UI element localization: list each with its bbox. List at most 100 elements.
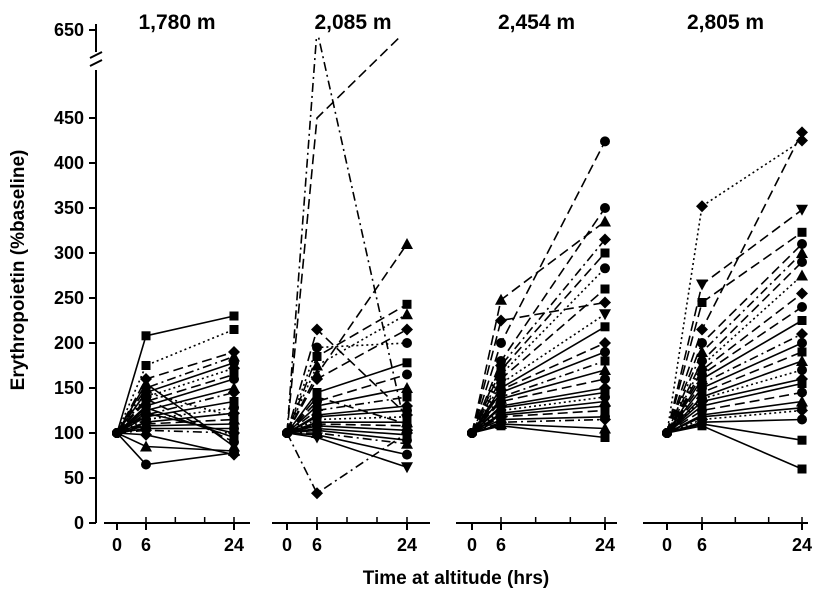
data-point xyxy=(600,322,610,332)
data-point xyxy=(797,414,807,425)
data-point xyxy=(697,298,707,307)
data-point xyxy=(797,239,807,249)
series-line-2 xyxy=(286,36,403,434)
data-point xyxy=(600,433,610,442)
y-tick-label-350: 350 xyxy=(54,198,84,218)
data-point xyxy=(229,397,239,406)
y-tick-label-150: 150 xyxy=(54,378,84,398)
data-point xyxy=(401,323,413,336)
data-point xyxy=(402,338,412,348)
data-point xyxy=(600,406,610,415)
series-line-9 xyxy=(471,313,606,434)
data-point xyxy=(796,247,808,258)
data-point xyxy=(229,374,239,384)
data-point xyxy=(402,299,412,309)
data-point xyxy=(600,284,610,294)
panel-title: 2,454 m xyxy=(498,11,575,34)
data-point xyxy=(600,374,610,384)
series-line-23 xyxy=(471,418,606,434)
x-tick-label: 24 xyxy=(595,535,615,555)
x-tick-label: 24 xyxy=(224,535,244,555)
x-tick-label: 0 xyxy=(467,535,477,555)
panel-title: 2,805 m xyxy=(687,11,764,34)
data-point xyxy=(496,338,506,348)
series-line-10 xyxy=(286,373,408,434)
x-tick-label: 6 xyxy=(496,535,506,555)
data-point xyxy=(402,358,412,368)
data-point xyxy=(599,422,611,434)
y-tick-label-300: 300 xyxy=(54,243,84,263)
data-point xyxy=(311,373,323,385)
data-point xyxy=(228,448,240,461)
data-point xyxy=(600,356,610,366)
series-line-23 xyxy=(666,418,803,434)
data-point xyxy=(140,440,152,452)
data-point xyxy=(797,347,807,357)
series-line-25 xyxy=(666,424,803,470)
data-point xyxy=(600,347,610,357)
data-point xyxy=(141,403,151,413)
data-point xyxy=(141,361,151,370)
series-line-24 xyxy=(116,391,235,434)
data-point xyxy=(599,337,611,349)
data-point xyxy=(311,432,323,444)
panel-4: 2,805 m 0 6 24 xyxy=(643,11,812,555)
data-point xyxy=(228,350,240,362)
data-point xyxy=(797,464,807,474)
series-line-24 xyxy=(286,432,408,495)
data-point xyxy=(600,248,610,258)
data-point xyxy=(696,323,708,336)
data-point xyxy=(797,302,807,312)
y-axis-title: Erythropoietin (%baseline) xyxy=(8,150,29,391)
x-tick-label: 6 xyxy=(312,535,322,555)
data-point xyxy=(697,338,707,348)
data-point xyxy=(141,331,151,341)
data-point xyxy=(229,311,239,321)
data-point xyxy=(311,323,323,336)
data-point xyxy=(600,263,610,274)
data-point xyxy=(140,377,152,389)
data-point xyxy=(696,346,708,357)
data-point xyxy=(402,369,412,380)
x-tick-label: 0 xyxy=(112,535,122,555)
data-point xyxy=(141,408,151,419)
series-line-8 xyxy=(471,301,606,434)
y-tick-label-650: 650 xyxy=(54,20,84,40)
data-point xyxy=(797,257,807,267)
data-point xyxy=(312,392,322,402)
data-point xyxy=(796,204,808,216)
data-point xyxy=(796,328,808,340)
data-point xyxy=(796,404,808,417)
y-ticks: 0 50 100 150 200 250 300 350 400 450 650 xyxy=(54,20,96,533)
data-point xyxy=(797,316,807,325)
data-point xyxy=(796,287,808,300)
series-line-19 xyxy=(666,391,803,434)
y-tick-label-0: 0 xyxy=(74,513,84,533)
data-point xyxy=(599,364,611,375)
y-tick-label-400: 400 xyxy=(54,153,84,173)
data-point xyxy=(401,437,413,449)
data-point xyxy=(662,428,672,438)
data-point xyxy=(401,308,413,320)
data-point xyxy=(401,427,413,439)
data-point xyxy=(600,203,610,213)
data-point xyxy=(696,279,708,291)
data-point xyxy=(312,342,322,353)
data-point xyxy=(697,421,707,431)
axes-group xyxy=(89,24,103,523)
data-point xyxy=(141,388,151,397)
data-point xyxy=(599,296,611,309)
data-point xyxy=(311,359,323,371)
panel-3: 2,454 m 0 6 24 xyxy=(456,11,617,555)
data-point xyxy=(311,487,323,500)
data-point xyxy=(496,421,506,431)
series-line-2 xyxy=(666,139,803,434)
x-tick-label: 6 xyxy=(141,535,151,555)
series-line-1 xyxy=(286,36,408,435)
data-point xyxy=(229,428,239,438)
series-line-2 xyxy=(116,328,235,434)
data-point xyxy=(402,392,412,402)
data-point xyxy=(140,428,152,441)
series-line-21 xyxy=(287,432,408,445)
